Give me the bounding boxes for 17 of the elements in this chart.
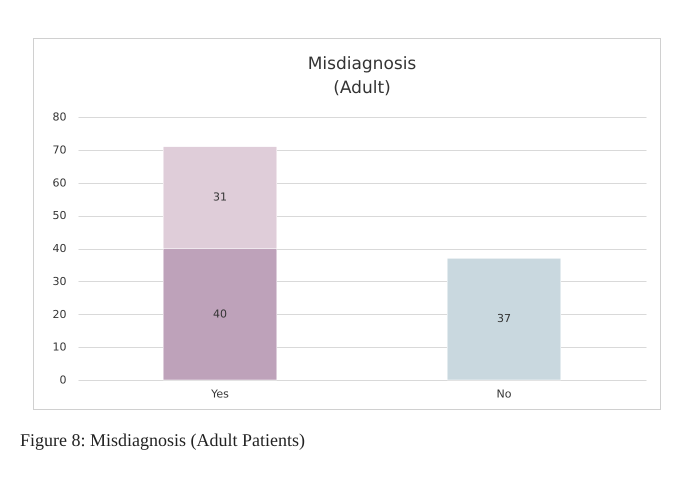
data-label: 40 [213, 307, 227, 320]
bar [446, 258, 562, 380]
y-tick-label: 0 [60, 374, 66, 386]
y-tick-label: 50 [52, 209, 66, 222]
y-tick-label: 20 [52, 308, 66, 321]
data-label: 37 [497, 312, 511, 326]
y-tick-label: 70 [52, 143, 66, 156]
chart-title: Misdiagnosis (Adult) [308, 54, 416, 98]
y-tick-label: 40 [52, 242, 66, 255]
data-label: 31 [213, 190, 227, 204]
x-tick-label: Yes [210, 388, 230, 400]
y-tick-label: 60 [52, 176, 66, 190]
caption: Figure 8: Misdiagnosis (Adult Patients) [20, 430, 305, 451]
y-tick-label: 80 [52, 110, 66, 124]
y-tick-label: 30 [52, 274, 66, 288]
y-tick-label: 10 [52, 340, 66, 354]
x-tick-label: No [496, 388, 512, 400]
